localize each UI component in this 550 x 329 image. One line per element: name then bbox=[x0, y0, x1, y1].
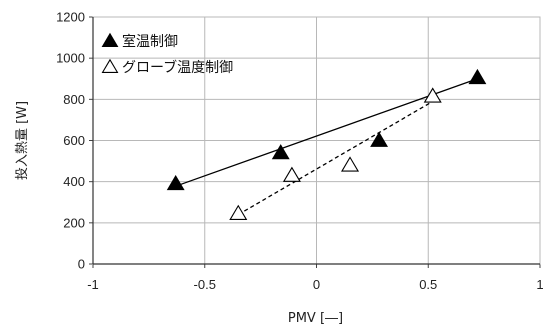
x-tick-label: 0 bbox=[313, 277, 320, 292]
legend-label-series-1: 室温制御 bbox=[122, 33, 178, 50]
x-tick-label: -0.5 bbox=[194, 277, 216, 292]
y-tick-label: 600 bbox=[63, 133, 85, 148]
y-tick-label: 0 bbox=[78, 257, 85, 272]
legend-marker-series-1 bbox=[101, 32, 119, 47]
open-triangle-marker bbox=[282, 166, 301, 182]
trendline-series-1 bbox=[175, 78, 478, 187]
y-tick-label: 400 bbox=[63, 174, 85, 189]
tick-labels: 0 200 400 600 800 1000 1200 -1 -0.5 0 0.5 1 bbox=[56, 10, 544, 293]
y-axis-label: 投入熱量 [W] bbox=[14, 101, 30, 180]
y-tick-label: 1200 bbox=[56, 10, 85, 25]
trendline-series-2 bbox=[237, 100, 434, 216]
y-tick-label: 200 bbox=[63, 215, 85, 230]
open-triangle-marker bbox=[341, 156, 360, 172]
data-markers bbox=[166, 68, 487, 220]
legend-marker-series-2 bbox=[101, 58, 119, 73]
x-axis-label: PMV [―] bbox=[288, 311, 343, 326]
filled-triangle-marker bbox=[166, 174, 185, 191]
y-tick-label: 1000 bbox=[56, 51, 85, 66]
filled-triangle-marker bbox=[370, 131, 389, 147]
x-tick-label: 1 bbox=[536, 277, 543, 292]
filled-triangle-marker bbox=[468, 68, 487, 85]
axes bbox=[89, 16, 541, 268]
x-tick-label: 0.5 bbox=[419, 277, 437, 292]
x-tick-label: -1 bbox=[87, 277, 99, 292]
grid bbox=[93, 16, 541, 264]
open-triangle-marker bbox=[229, 204, 248, 220]
filled-triangle-marker bbox=[271, 144, 290, 160]
trendlines bbox=[175, 78, 478, 216]
y-tick-label: 800 bbox=[63, 92, 85, 107]
open-triangle-marker bbox=[423, 87, 442, 103]
legend-label-series-2: グローブ温度制御 bbox=[122, 59, 233, 76]
